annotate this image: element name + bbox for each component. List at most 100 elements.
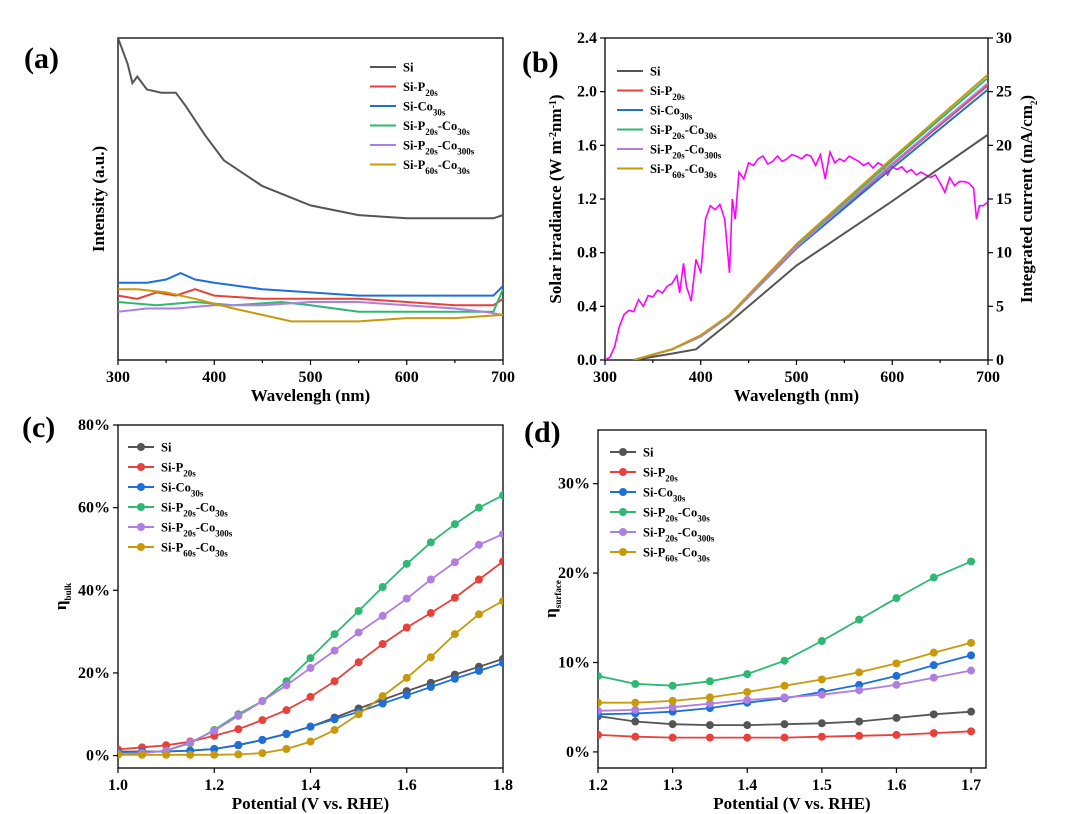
data-point bbox=[402, 559, 411, 568]
series-si-p20s bbox=[118, 288, 503, 307]
panel-a: (a) 300 400 500 600 700 Wavelengh (nm) Intensit… bbox=[24, 37, 515, 405]
data-point bbox=[967, 666, 976, 675]
data-point bbox=[162, 750, 171, 759]
data-point bbox=[499, 530, 503, 539]
data-point bbox=[378, 640, 387, 649]
legend-label: Si-P20s bbox=[650, 84, 685, 102]
legend-label: Si-P20s bbox=[403, 80, 438, 98]
data-point bbox=[306, 692, 315, 701]
data-point bbox=[967, 727, 976, 736]
y-axis-title: ηsurface bbox=[541, 580, 563, 618]
data-point bbox=[929, 729, 938, 738]
data-point bbox=[450, 520, 459, 529]
data-point bbox=[474, 666, 483, 675]
data-point bbox=[743, 733, 752, 742]
panel-b: (b) 300 400 500 600 700 0.0 0.4 0.8 1.2 1.6 2.0 2.4 0… bbox=[522, 30, 1039, 405]
data-point bbox=[598, 698, 602, 707]
legend-label: Si-P20s-Co30s bbox=[643, 506, 710, 524]
data-point bbox=[426, 609, 435, 618]
data-point bbox=[598, 706, 602, 715]
legend-label: Si-P20s bbox=[161, 461, 196, 479]
x-axis-title: Wavelengh (nm) bbox=[251, 386, 370, 405]
legend-label: Si-P60s-Co30s bbox=[650, 162, 717, 180]
legend-label: Si bbox=[161, 441, 172, 455]
data-point bbox=[631, 679, 640, 688]
data-point bbox=[234, 750, 243, 759]
data-point bbox=[598, 671, 602, 680]
data-point bbox=[354, 628, 363, 637]
data-point bbox=[378, 692, 387, 701]
data-point bbox=[668, 720, 677, 729]
x-tick-label: 1.4 bbox=[301, 777, 321, 794]
data-point bbox=[855, 615, 864, 624]
legend-label: Si-P20s-Co300s bbox=[403, 139, 475, 157]
data-point bbox=[967, 707, 976, 716]
series-si-co30s bbox=[118, 272, 503, 297]
legend-label: Si-P20s-Co300s bbox=[161, 521, 233, 539]
data-point bbox=[426, 538, 435, 547]
y2-tick-label: 30 bbox=[996, 30, 1012, 47]
x-tick-label: 700 bbox=[491, 369, 515, 386]
y-tick-label: 2.4 bbox=[577, 30, 597, 47]
data-point bbox=[892, 713, 901, 722]
data-point bbox=[330, 677, 339, 686]
data-point bbox=[450, 558, 459, 567]
plot-area bbox=[605, 73, 988, 360]
legend-label: Si-P20s-Co30s bbox=[161, 501, 228, 519]
panel-label-c: (c) bbox=[22, 411, 55, 444]
data-point bbox=[210, 750, 219, 759]
x-tick-label: 600 bbox=[395, 369, 419, 386]
legend-marker bbox=[137, 443, 145, 451]
legend-marker bbox=[619, 448, 627, 456]
legend: SiSi-P20sSi-Co30sSi-P20s-Co30sSi-P20s-Co… bbox=[370, 61, 475, 176]
data-point bbox=[282, 706, 291, 715]
x-tick-label: 1.2 bbox=[204, 777, 224, 794]
data-point bbox=[474, 540, 483, 549]
x-axis-title: Potential (V vs. RHE) bbox=[713, 794, 870, 813]
plot-area bbox=[598, 557, 976, 742]
data-point bbox=[306, 737, 315, 746]
data-point bbox=[817, 637, 826, 646]
x-tick-label: 300 bbox=[593, 369, 617, 386]
y2-tick-label: 5 bbox=[996, 298, 1004, 315]
data-point bbox=[282, 744, 291, 753]
data-point bbox=[817, 719, 826, 728]
data-point bbox=[929, 661, 938, 670]
y-tick-label: 1.2 bbox=[577, 191, 597, 208]
data-point bbox=[743, 696, 752, 705]
data-point bbox=[743, 721, 752, 730]
y2-tick-label: 15 bbox=[996, 191, 1012, 208]
y-tick-label: 1.6 bbox=[577, 137, 597, 154]
data-point bbox=[499, 659, 503, 668]
y-axis-title: ηbulk bbox=[51, 583, 73, 610]
data-point bbox=[855, 731, 864, 740]
plot-area bbox=[118, 491, 503, 759]
y-tick-label: 0% bbox=[566, 744, 590, 761]
legend: SiSi-P20sSi-Co30sSi-P20s-Co30sSi-P20s-Co… bbox=[128, 441, 233, 559]
data-point bbox=[354, 606, 363, 615]
data-point bbox=[402, 673, 411, 682]
data-point bbox=[780, 656, 789, 665]
data-point bbox=[892, 659, 901, 668]
legend-marker bbox=[137, 543, 145, 551]
panel-c: (c) 1.0 1.2 1.4 1.6 1.8 0% 20% 40% 60% 80% Potentia… bbox=[22, 411, 513, 813]
y-tick-label: 0.4 bbox=[577, 298, 597, 315]
data-point bbox=[631, 705, 640, 714]
data-point bbox=[306, 722, 315, 731]
data-point bbox=[402, 623, 411, 632]
data-point bbox=[402, 594, 411, 603]
y-tick-label: 2.0 bbox=[577, 84, 597, 101]
y2-tick-label: 20 bbox=[996, 137, 1012, 154]
series-si-p20s-co30s bbox=[118, 288, 503, 313]
data-point bbox=[499, 491, 503, 500]
data-point bbox=[967, 651, 976, 660]
x-axis-title: Wavelength (nm) bbox=[734, 386, 859, 405]
data-point bbox=[138, 750, 147, 759]
legend-label: Si bbox=[643, 446, 654, 460]
x-tick-label: 1.0 bbox=[108, 777, 128, 794]
data-point bbox=[186, 738, 195, 747]
legend-marker bbox=[619, 468, 627, 476]
data-point bbox=[780, 681, 789, 690]
legend-label: Si-P60s-Co30s bbox=[403, 158, 470, 176]
x-tick-label: 300 bbox=[106, 369, 130, 386]
